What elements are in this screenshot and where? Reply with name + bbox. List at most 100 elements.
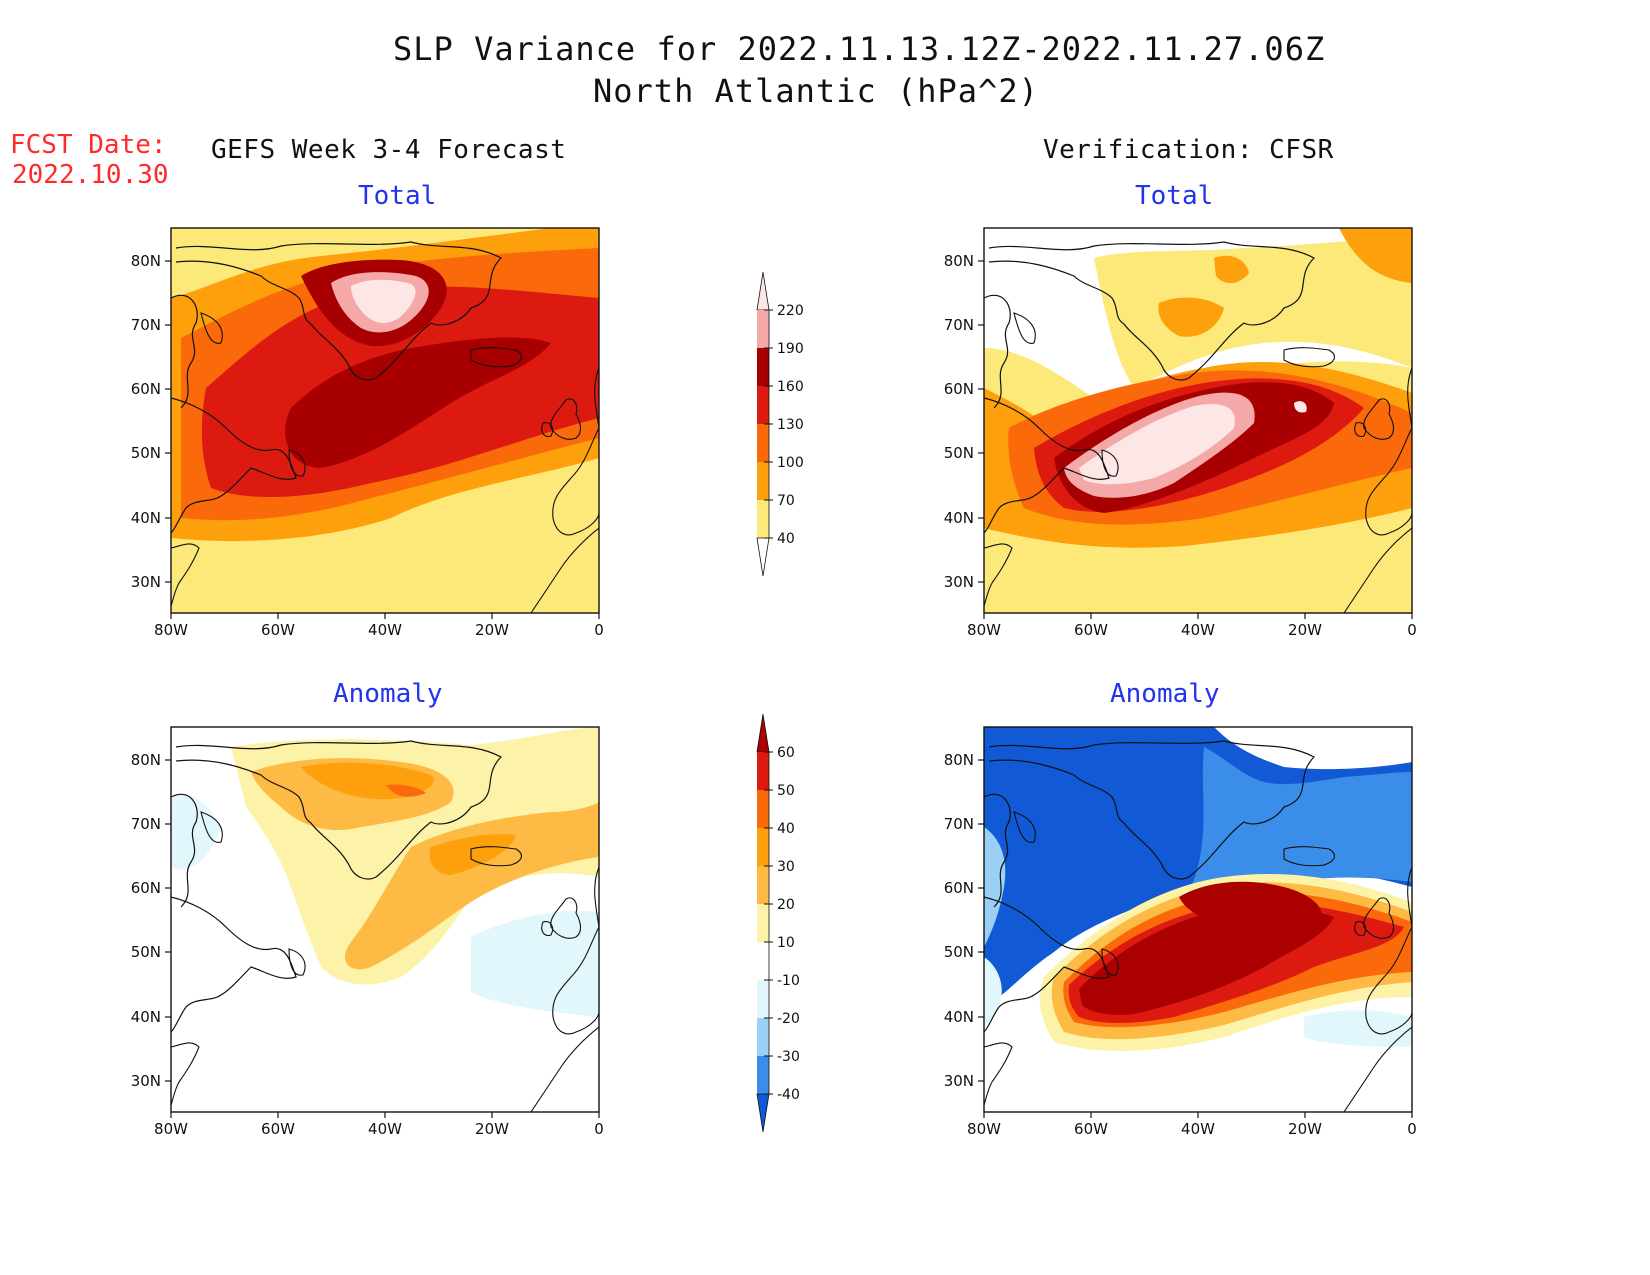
lon-tick-label: 80W bbox=[154, 621, 188, 639]
colorbar-segment bbox=[757, 828, 769, 866]
lat-tick-label: 50N bbox=[131, 943, 161, 961]
colorbar-bottom-arrow bbox=[756, 1093, 770, 1133]
lat-tick-label: 70N bbox=[944, 815, 974, 833]
lat-tick-label: 40N bbox=[131, 509, 161, 527]
colorbar-segment bbox=[757, 866, 769, 904]
lon-tick-label: 40W bbox=[1181, 1120, 1215, 1138]
colorbar-segment bbox=[757, 500, 769, 538]
colorbar-label: 10 bbox=[777, 935, 795, 951]
lon-tick-label: 0 bbox=[1407, 621, 1417, 639]
colorbar-label: 100 bbox=[777, 455, 804, 471]
lat-tick-label: 50N bbox=[944, 444, 974, 462]
lon-tick-label: 60W bbox=[1074, 621, 1108, 639]
colorbar-segment bbox=[757, 386, 769, 424]
lat-tick-label: 40N bbox=[944, 1008, 974, 1026]
lon-tick-label: 0 bbox=[1407, 1120, 1417, 1138]
lon-tick-label: 20W bbox=[475, 621, 509, 639]
colorbar-label: 190 bbox=[777, 341, 804, 357]
lon-tick-label: 60W bbox=[261, 1120, 295, 1138]
colorbar-label: 70 bbox=[777, 493, 795, 509]
lat-tick-label: 50N bbox=[131, 444, 161, 462]
lon-tick-label: 20W bbox=[1288, 1120, 1322, 1138]
lat-tick-label: 70N bbox=[131, 815, 161, 833]
colorbar-segment bbox=[757, 1018, 769, 1056]
lon-tick-label: 60W bbox=[1074, 1120, 1108, 1138]
fcst-date-value: 2022.10.30 bbox=[12, 160, 169, 190]
colorbar-segment bbox=[757, 310, 769, 348]
colorbar-anomaly: 60 50 40 30 20 10 -10 -20 -30 -40 bbox=[756, 713, 800, 1133]
colorbar-label: 30 bbox=[777, 859, 795, 875]
colorbar-top-arrow bbox=[756, 271, 770, 311]
lat-tick-label: 30N bbox=[944, 1072, 974, 1090]
colorbar-segment bbox=[757, 790, 769, 828]
lon-tick-label: 80W bbox=[967, 621, 1001, 639]
lat-tick-label: 30N bbox=[944, 573, 974, 591]
colorbar-label: -40 bbox=[777, 1087, 800, 1103]
lat-tick-label: 60N bbox=[944, 380, 974, 398]
forecast-anomaly-map: 80N 70N 60N 50N 40N 30N 80W 60W 40W 20W 0 bbox=[131, 726, 604, 1138]
lon-tick-label: 80W bbox=[967, 1120, 1001, 1138]
colorbar-segment bbox=[757, 752, 769, 790]
lon-tick-label: 40W bbox=[368, 621, 402, 639]
column-title-forecast: GEFS Week 3-4 Forecast bbox=[211, 135, 567, 165]
figure-title-line2: North Atlantic (hPa^2) bbox=[593, 72, 1039, 110]
colorbar-label: 50 bbox=[777, 783, 795, 799]
fcst-date-label: FCST Date: bbox=[10, 130, 167, 160]
colorbar-label: 160 bbox=[777, 379, 804, 395]
lat-tick-label: 60N bbox=[131, 879, 161, 897]
lon-tick-label: 60W bbox=[261, 621, 295, 639]
panel-title-verification-anomaly: Anomaly bbox=[1110, 679, 1220, 709]
colorbar-label: 40 bbox=[777, 531, 795, 547]
colorbar-label: -20 bbox=[777, 1011, 800, 1027]
forecast-anomaly-axes: 80N 70N 60N 50N 40N 30N 80W 60W 40W 20W 0 bbox=[131, 751, 604, 1138]
colorbar-segment bbox=[757, 348, 769, 386]
lon-tick-label: 20W bbox=[475, 1120, 509, 1138]
panel-title-forecast-anomaly: Anomaly bbox=[333, 679, 443, 709]
verification-total-axes: 80N 70N 60N 50N 40N 30N 80W 60W 40W 20W 0 bbox=[944, 252, 1417, 639]
lat-tick-label: 30N bbox=[131, 1072, 161, 1090]
verification-anomaly-axes: 80N 70N 60N 50N 40N 30N 80W 60W 40W 20W 0 bbox=[944, 751, 1417, 1138]
figure-title-line1: SLP Variance for 2022.11.13.12Z-2022.11.… bbox=[393, 30, 1326, 68]
colorbar-segment bbox=[757, 942, 769, 980]
lat-tick-label: 40N bbox=[131, 1008, 161, 1026]
colorbar-label: -10 bbox=[777, 973, 800, 989]
lat-tick-label: 60N bbox=[131, 380, 161, 398]
verification-total-map: 80N 70N 60N 50N 40N 30N 80W 60W 40W 20W 0 bbox=[944, 227, 1417, 639]
colorbar-top-arrow bbox=[756, 713, 770, 753]
colorbar-label: 20 bbox=[777, 897, 795, 913]
lat-tick-label: 80N bbox=[131, 252, 161, 270]
lon-tick-label: 0 bbox=[594, 1120, 604, 1138]
colorbar-bottom-arrow bbox=[756, 537, 770, 577]
lon-tick-label: 40W bbox=[368, 1120, 402, 1138]
column-title-verification: Verification: CFSR bbox=[1043, 135, 1334, 165]
colorbar-label: -30 bbox=[777, 1049, 800, 1065]
lat-tick-label: 70N bbox=[131, 316, 161, 334]
panel-title-verification-total: Total bbox=[1135, 181, 1214, 211]
lat-tick-label: 60N bbox=[944, 879, 974, 897]
lat-tick-label: 80N bbox=[944, 751, 974, 769]
lon-tick-label: 0 bbox=[594, 621, 604, 639]
lat-tick-label: 70N bbox=[944, 316, 974, 334]
colorbar-segment bbox=[757, 904, 769, 942]
lat-tick-label: 80N bbox=[131, 751, 161, 769]
lon-tick-label: 20W bbox=[1288, 621, 1322, 639]
colorbar-segment bbox=[757, 1056, 769, 1094]
lat-tick-label: 40N bbox=[944, 509, 974, 527]
lat-tick-label: 50N bbox=[944, 943, 974, 961]
colorbar-label: 130 bbox=[777, 417, 804, 433]
colorbar-segment bbox=[757, 980, 769, 1018]
colorbar-segment bbox=[757, 424, 769, 462]
panel-title-forecast-total: Total bbox=[358, 181, 437, 211]
lon-tick-label: 80W bbox=[154, 1120, 188, 1138]
lat-tick-label: 80N bbox=[944, 252, 974, 270]
lat-tick-label: 30N bbox=[131, 573, 161, 591]
colorbar-label: 220 bbox=[777, 303, 804, 319]
forecast-total-axes: 80N 70N 60N 50N 40N 30N 80W 60W 40W 20W 0 bbox=[131, 252, 604, 639]
verification-anomaly-map: 80N 70N 60N 50N 40N 30N 80W 60W 40W 20W 0 bbox=[944, 726, 1417, 1138]
colorbar-segment bbox=[757, 462, 769, 500]
colorbar-total: 220 190 160 130 100 70 40 bbox=[756, 271, 804, 577]
lon-tick-label: 40W bbox=[1181, 621, 1215, 639]
forecast-total-map: 80N 70N 60N 50N 40N 30N 80W 60W 40W 20W 0 bbox=[131, 227, 604, 639]
colorbar-label: 60 bbox=[777, 745, 795, 761]
